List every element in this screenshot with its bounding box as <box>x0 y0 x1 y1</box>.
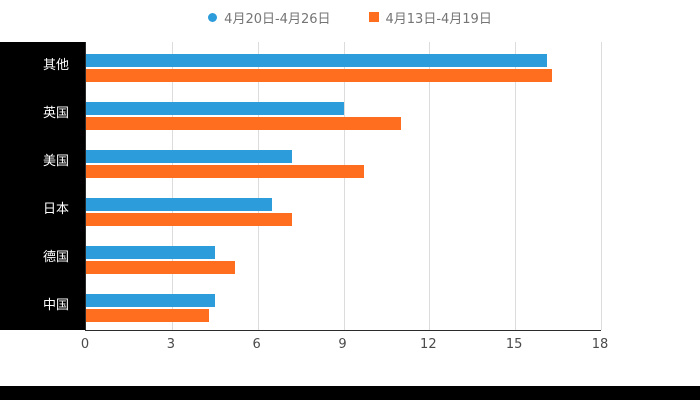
x-tick-label: 15 <box>505 337 523 352</box>
legend-item-week-apr13-19[interactable]: 4月13日-4月19日 <box>368 8 492 27</box>
legend-circle-marker-icon <box>208 12 218 22</box>
x-tick-label: 3 <box>166 337 175 352</box>
x-tick-label: 6 <box>252 337 261 352</box>
category-label: 日本 <box>42 202 69 217</box>
legend-label: 4月20日-4月26日 <box>224 11 331 27</box>
bar-series1-3[interactable] <box>86 150 292 163</box>
bar-series1-2[interactable] <box>86 102 344 115</box>
legend-label: 4月13日-4月19日 <box>385 11 492 27</box>
category-label: 德国 <box>42 250 69 265</box>
bar-series2-5[interactable] <box>86 261 235 274</box>
x-tick-label: 18 <box>591 337 609 352</box>
category-label: 美国 <box>42 154 69 169</box>
gridline <box>257 42 259 330</box>
category-axis-labels: 其他英国美国日本德国中国 <box>0 42 85 330</box>
legend-item-week-apr20-26[interactable]: 4月20日-4月26日 <box>208 8 331 27</box>
bar-series1-6[interactable] <box>86 294 215 307</box>
x-tick-label: 9 <box>338 337 347 352</box>
plot-area <box>85 42 602 331</box>
bar-series1-5[interactable] <box>86 246 215 259</box>
gridline <box>429 42 431 330</box>
gridline <box>171 42 173 330</box>
category-label: 其他 <box>42 58 69 73</box>
bar-series2-6[interactable] <box>86 309 210 322</box>
legend-square-marker-icon <box>368 12 379 22</box>
bar-series2-4[interactable] <box>86 213 292 226</box>
bar-series1-1[interactable] <box>86 54 547 67</box>
bar-series2-1[interactable] <box>86 69 553 82</box>
category-label: 英国 <box>42 106 69 121</box>
category-label: 中国 <box>42 298 69 313</box>
value-axis-labels: 0 3 6 9 12 15 18 <box>81 337 608 355</box>
bar-series2-2[interactable] <box>86 117 401 130</box>
gridline <box>515 42 517 330</box>
bottom-strip <box>0 386 700 400</box>
x-tick-label: 0 <box>80 337 90 352</box>
chart-legend: 4月20日-4月26日 4月13日-4月19日 <box>0 6 700 28</box>
gridline <box>343 42 345 330</box>
gridline <box>601 42 602 330</box>
bar-series2-3[interactable] <box>86 165 364 178</box>
bar-series1-4[interactable] <box>86 198 272 211</box>
x-tick-label: 12 <box>420 337 437 352</box>
